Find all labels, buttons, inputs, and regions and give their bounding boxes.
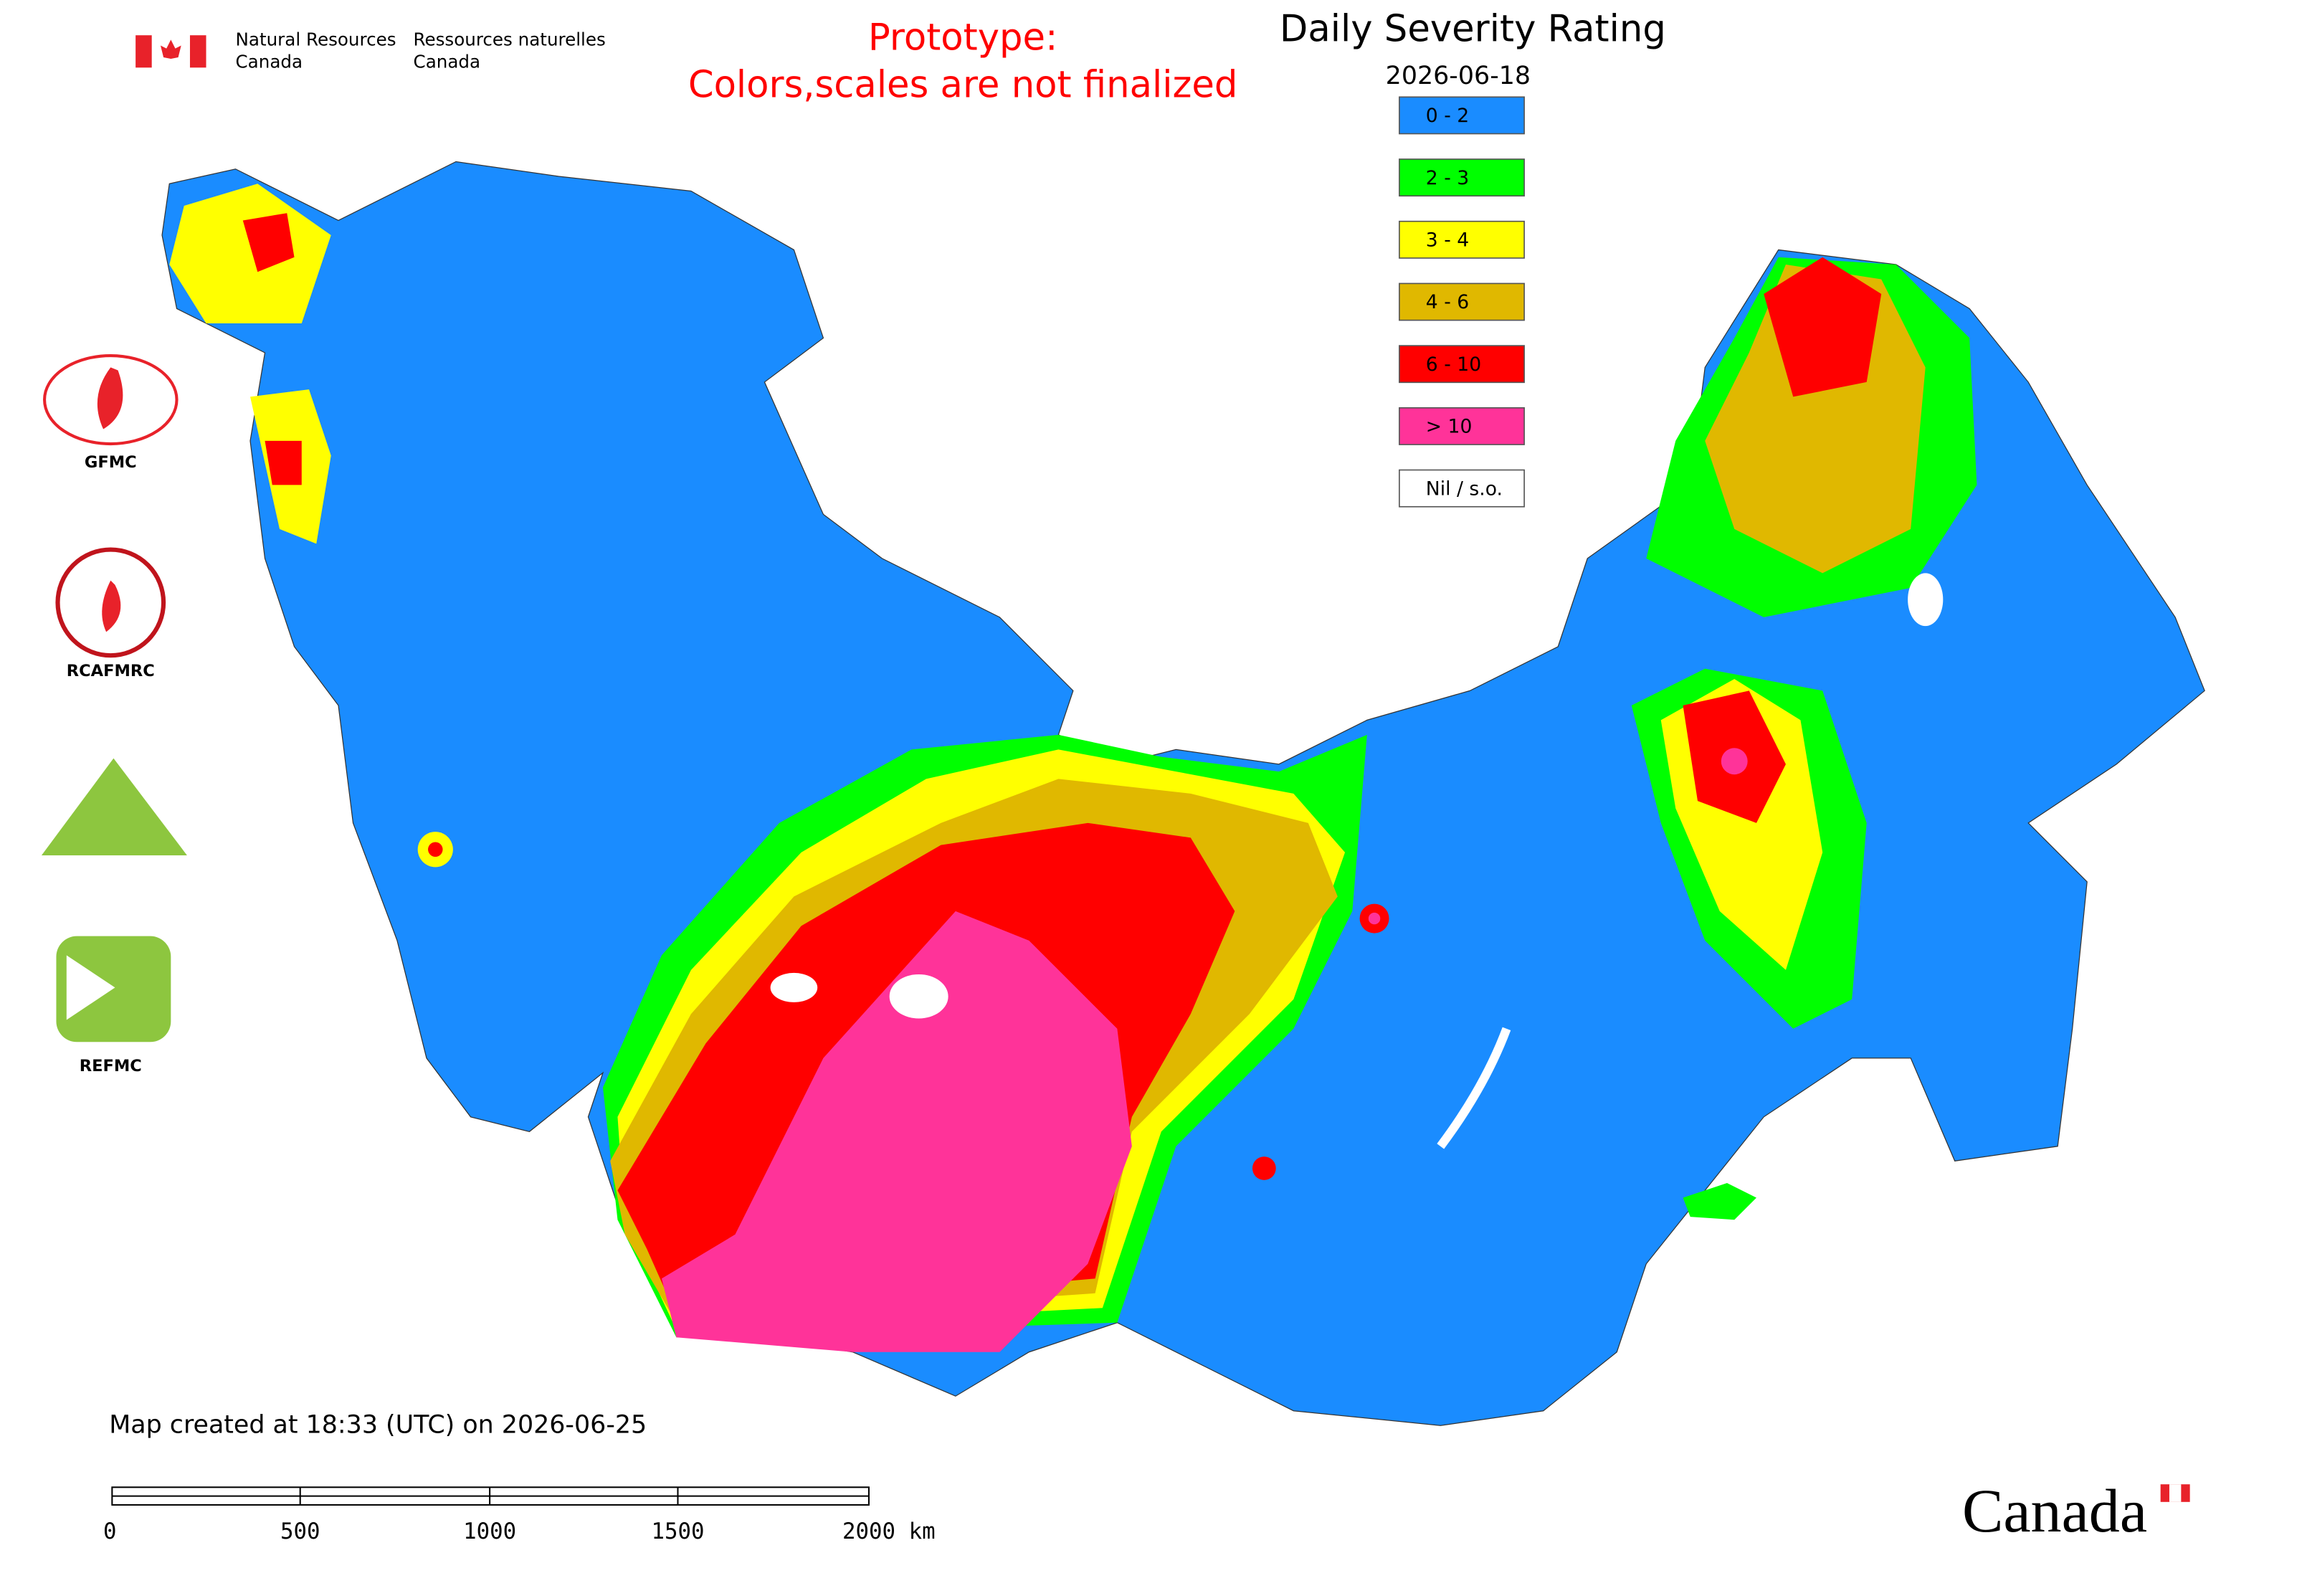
refmc-logo: [56, 936, 171, 1042]
scale-label: 0: [103, 1519, 117, 1544]
zone: [1368, 912, 1381, 925]
rcafmrc-logo: [55, 547, 166, 658]
title: Daily Severity Rating: [1280, 7, 1666, 50]
legend-label: 6 - 10: [1426, 353, 1481, 376]
notice: Prototype:: [868, 16, 1057, 60]
lake: [1908, 573, 1944, 627]
zone: [242, 213, 295, 272]
legend-label: > 10: [1426, 416, 1473, 438]
zone: [169, 184, 331, 323]
agency-fr: Canada: [414, 51, 481, 72]
legend-swatch: [1399, 469, 1525, 508]
legend-label: 3 - 4: [1426, 229, 1469, 252]
org-logos: GFMC RCAFMRC REFMC: [41, 353, 187, 1075]
zone: [1683, 1183, 1756, 1220]
legend: 0 - 2 2 - 3 3 - 4 4 - 6 6 - 10 > 10 Nil / s.o.: [1399, 96, 1525, 508]
date: 2026-06-18: [1386, 62, 1531, 90]
agency-en: Canada: [236, 51, 303, 72]
scale-label: 1000: [463, 1519, 516, 1544]
lake: [1437, 1027, 1511, 1149]
agency-en: Natural Resources: [236, 29, 396, 50]
legend-swatch: [1399, 282, 1525, 321]
legend-label: 2 - 3: [1426, 167, 1469, 189]
legend-swatch: [1399, 220, 1525, 259]
scale-bar: 0 500 1000 1500 2000 km: [103, 1486, 936, 1544]
legend-label: 0 - 2: [1426, 105, 1469, 127]
legend-swatch: [1399, 407, 1525, 445]
map: [161, 161, 2205, 1426]
flame: [97, 367, 123, 429]
org-label: RCAFMRC: [67, 662, 155, 680]
zone: [661, 911, 1132, 1352]
legend-label: Nil / s.o.: [1426, 478, 1503, 500]
scale-label: 1500: [651, 1519, 704, 1544]
maple-leaf: [160, 39, 181, 59]
org-label: REFMC: [80, 1057, 142, 1075]
notice: Colors,scales are not finalized: [688, 63, 1238, 106]
legend-swatch: [1399, 345, 1525, 384]
scale-label: 2000 km: [842, 1519, 936, 1544]
lake: [770, 972, 818, 1002]
agency-fr: Ressources naturelles: [414, 29, 606, 50]
legend-swatch: [1399, 96, 1525, 135]
legend-label: 4 - 6: [1426, 291, 1469, 313]
zone: [428, 842, 443, 857]
logo-mark: [66, 955, 115, 1020]
zone: [265, 440, 302, 485]
flag-bar: [135, 35, 152, 68]
zone: [1764, 257, 1882, 397]
footer: Map created at 18:33 (UTC) on 2026-06-25: [109, 1410, 647, 1439]
org-label: GFMC: [85, 453, 137, 472]
wordmark-flag: [2169, 1484, 2182, 1502]
zone: [1252, 1156, 1276, 1180]
reefmc-logo: [41, 758, 187, 855]
lake: [889, 974, 948, 1019]
gfmc-logo: [43, 353, 179, 446]
flag-bar: [189, 35, 206, 68]
gov-signature: Natural Resources Canada Ressources natu…: [135, 29, 606, 72]
legend-swatch: [1399, 158, 1525, 197]
scale-label: 500: [280, 1519, 320, 1544]
zone: [1721, 748, 1748, 775]
canada-wordmark: Canada: [1962, 1476, 2147, 1545]
flame: [102, 580, 121, 632]
